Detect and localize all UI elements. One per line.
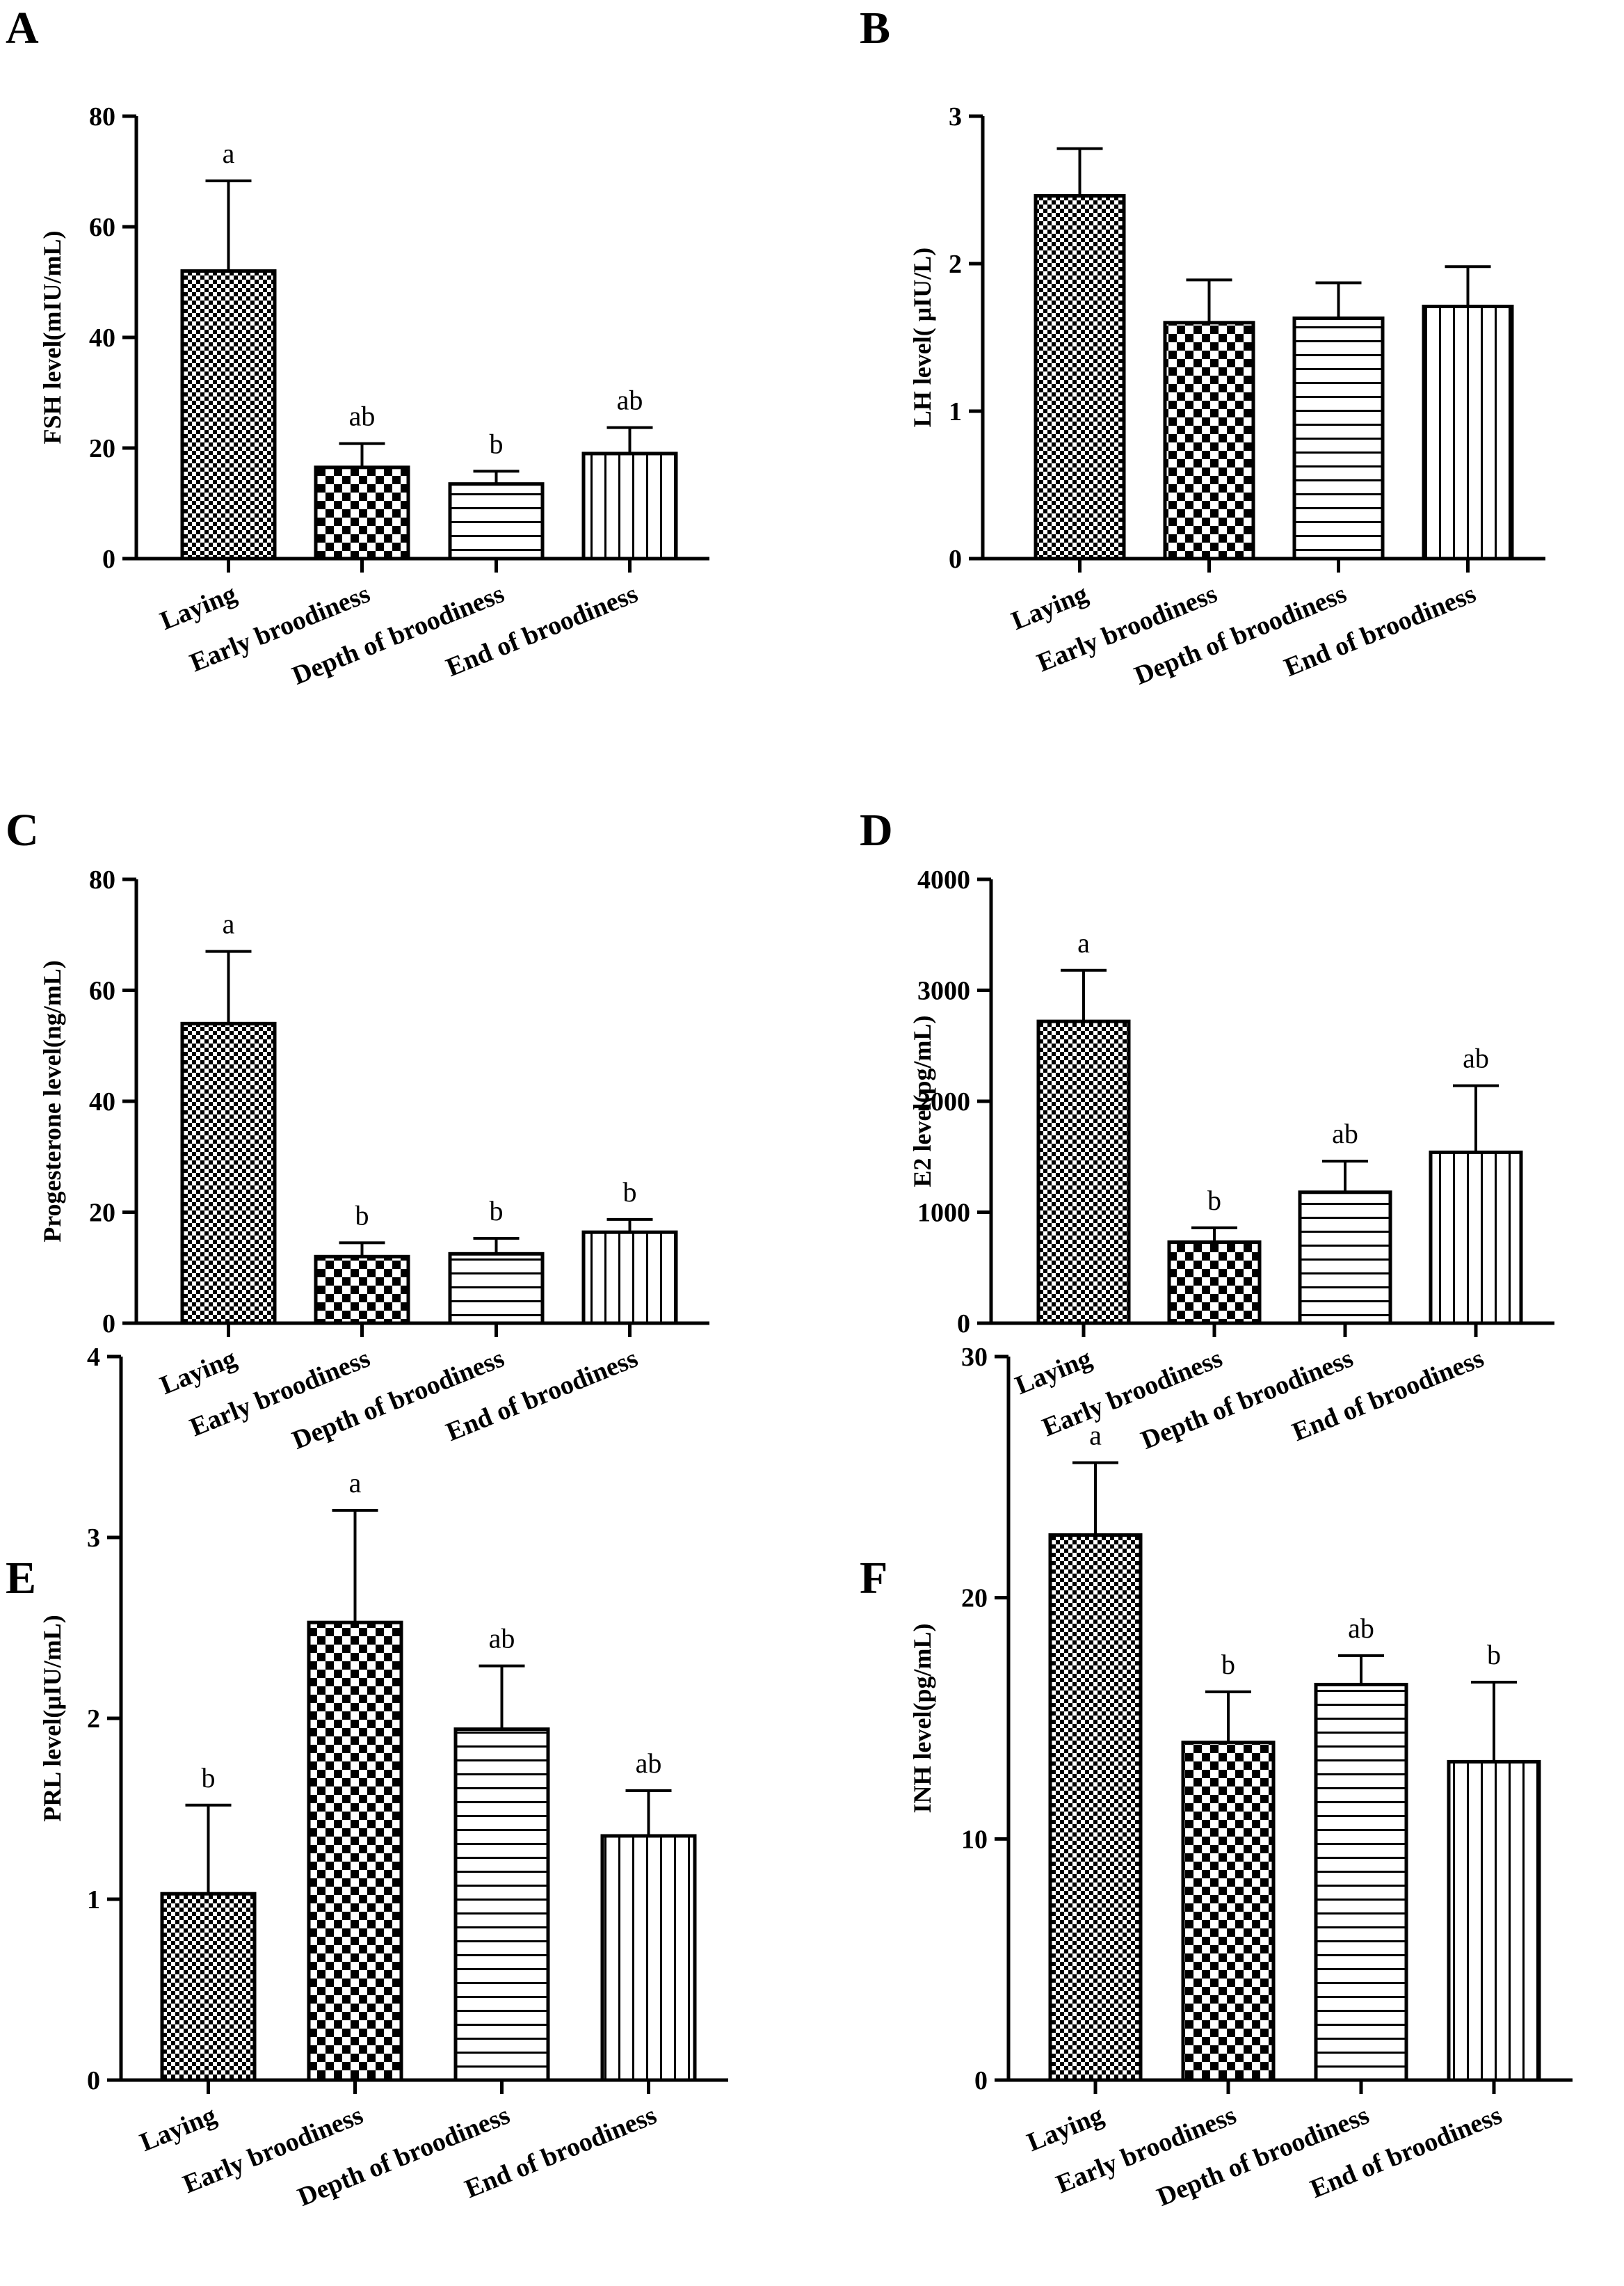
y-tick-label: 40: [89, 1087, 115, 1117]
bar-end-of-broodiness: [581, 1230, 678, 1325]
y-tick-label: 0: [957, 1309, 970, 1338]
panel-letter: C: [6, 805, 39, 856]
x-category-label: Laying: [156, 1343, 240, 1400]
bar-laying: [1036, 1019, 1131, 1325]
x-category-label: Laying: [1007, 579, 1091, 636]
bar-early-broodiness: [1163, 321, 1255, 561]
y-tick-label: 1000: [917, 1199, 970, 1228]
panel-letter: E: [6, 1553, 36, 1604]
y-tick-label: 20: [89, 434, 115, 463]
significance-label: b: [490, 1195, 504, 1226]
y-tick-label: 3000: [917, 977, 970, 1006]
bar-depth-of-broodiness: [1292, 316, 1385, 561]
significance-label: a: [1089, 1420, 1102, 1451]
significance-label: a: [223, 138, 235, 169]
bar-end-of-broodiness: [1429, 1150, 1523, 1325]
panel-letter: B: [860, 3, 890, 54]
y-tick-label: 4000: [917, 865, 970, 895]
significance-label: ab: [636, 1748, 662, 1779]
y-tick-label: 60: [89, 977, 115, 1006]
y-tick-label: 2000: [917, 1087, 970, 1117]
significance-label: b: [202, 1762, 216, 1793]
bar-depth-of-broodiness: [448, 482, 545, 561]
y-tick-label: 20: [961, 1584, 988, 1613]
significance-label: b: [623, 1176, 637, 1208]
y-tick-label: 2: [87, 1704, 100, 1734]
significance-label: a: [349, 1467, 362, 1498]
x-category-label: Depth of broodiness: [1153, 2100, 1374, 2212]
y-axis-label: E2 level(pg/mL): [908, 1016, 936, 1188]
significance-label: b: [355, 1199, 369, 1231]
y-tick-label: 20: [89, 1199, 115, 1228]
bar-end-of-broodiness: [1447, 1759, 1541, 2082]
bar-depth-of-broodiness: [448, 1252, 545, 1325]
bar-end-of-broodiness: [581, 451, 678, 561]
panel-letter: A: [6, 3, 39, 54]
y-tick-label: 80: [89, 102, 115, 131]
significance-label: a: [1077, 927, 1090, 959]
y-axis-label: FSH level(mIU/mL): [38, 231, 66, 445]
panel-letter: F: [860, 1553, 887, 1604]
y-tick-label: 0: [974, 2066, 988, 2095]
y-tick-label: 1: [87, 1885, 100, 1915]
x-category-label: Depth of broodiness: [1130, 579, 1351, 690]
bar-laying: [180, 269, 277, 561]
bar-depth-of-broodiness: [453, 1727, 550, 2082]
bar-laying: [1048, 1533, 1143, 2082]
y-tick-label: 80: [89, 865, 115, 895]
bar-early-broodiness: [314, 465, 410, 561]
significance-label: ab: [617, 385, 643, 416]
y-tick-label: 1: [949, 397, 962, 426]
significance-label: ab: [1348, 1613, 1374, 1644]
y-tick-label: 3: [87, 1524, 100, 1553]
significance-label: ab: [1332, 1118, 1358, 1149]
significance-label: b: [1487, 1639, 1501, 1670]
y-tick-label: 3: [949, 102, 962, 131]
bar-laying: [180, 1021, 277, 1325]
bar-early-broodiness: [307, 1620, 403, 2082]
bar-early-broodiness: [1181, 1741, 1276, 2082]
y-axis-label: PRL level(μIU/mL): [38, 1615, 66, 1821]
y-tick-label: 0: [949, 545, 962, 574]
x-category-label: Laying: [1023, 2100, 1107, 2157]
y-tick-label: 10: [961, 1825, 988, 1854]
significance-label: ab: [489, 1623, 515, 1654]
bar-end-of-broodiness: [600, 1834, 697, 2082]
y-tick-label: 60: [89, 213, 115, 242]
bar-laying: [1034, 193, 1126, 561]
bar-early-broodiness: [314, 1254, 410, 1325]
bar-depth-of-broodiness: [1314, 1682, 1408, 2082]
y-axis-label: INH level(pg/mL): [908, 1624, 936, 1814]
bar-end-of-broodiness: [1422, 304, 1514, 561]
y-tick-label: 4: [87, 1343, 100, 1372]
bar-depth-of-broodiness: [1298, 1190, 1392, 1325]
x-category-label: Laying: [1011, 1343, 1095, 1400]
y-axis-label: LH level( μIU/L): [908, 248, 936, 427]
x-category-label: Laying: [136, 2100, 220, 2157]
y-tick-label: 30: [961, 1343, 988, 1372]
x-category-label: Depth of broodiness: [1137, 1343, 1358, 1455]
y-tick-label: 40: [89, 323, 115, 353]
significance-label: b: [490, 428, 504, 459]
significance-label: b: [1221, 1649, 1235, 1680]
bar-laying: [160, 1892, 257, 2082]
x-category-label: Laying: [156, 579, 240, 636]
significance-label: b: [1207, 1185, 1221, 1216]
significance-label: ab: [349, 401, 376, 432]
y-tick-label: 2: [949, 250, 962, 279]
y-axis-label: Progesterone level(ng/mL): [38, 960, 66, 1242]
y-tick-label: 0: [87, 2066, 100, 2095]
panel-letter: D: [860, 805, 893, 856]
significance-label: a: [223, 909, 235, 940]
significance-label: ab: [1463, 1043, 1489, 1074]
bar-early-broodiness: [1167, 1240, 1262, 1325]
y-tick-label: 0: [102, 1309, 115, 1338]
y-tick-label: 0: [102, 545, 115, 574]
